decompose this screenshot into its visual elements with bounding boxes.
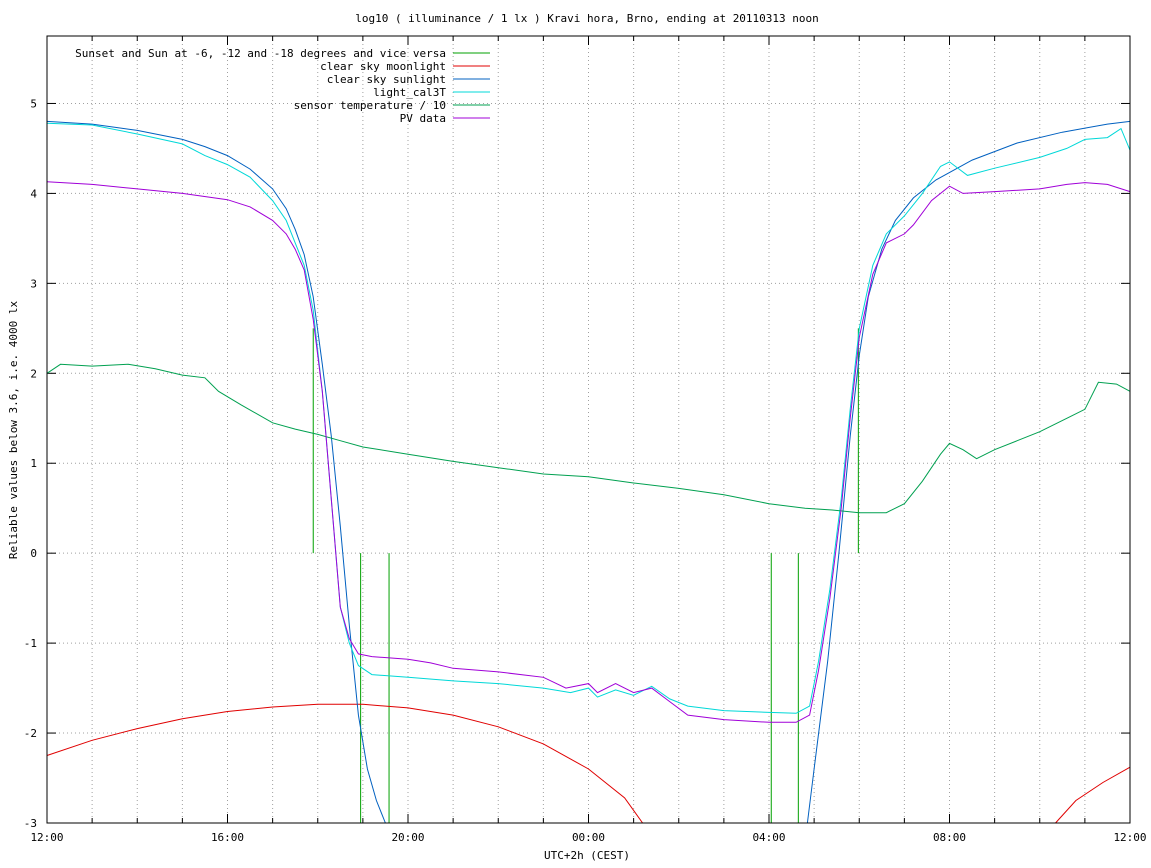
series-0 bbox=[312, 328, 859, 823]
y-axis-label: Reliable values below 3.6, i.e. 4000 lx bbox=[7, 300, 20, 559]
y-tick-label: 5 bbox=[30, 97, 37, 110]
x-tick-label: 00:00 bbox=[572, 831, 605, 844]
plot-frame bbox=[46, 35, 1131, 824]
series-line bbox=[806, 120, 1131, 824]
series-line bbox=[46, 120, 386, 824]
legend-label: PV data bbox=[400, 112, 446, 125]
legend-label: clear sky sunlight bbox=[327, 73, 446, 86]
legend-label: clear sky moonlight bbox=[320, 60, 446, 73]
tick-layer: -3 -2 -1 0 1 2 3 4 5 12:00 16:00 20:00 00:00 04:00 08:… bbox=[24, 36, 1147, 844]
x-tick-label: 08:00 bbox=[933, 831, 966, 844]
series-5 bbox=[46, 181, 1131, 723]
legend: Sunset and Sun at -6, -12 and -18 degree… bbox=[75, 47, 490, 125]
series-line bbox=[46, 122, 1131, 714]
x-tick-label: 12:00 bbox=[30, 831, 63, 844]
y-tick-label: -3 bbox=[24, 817, 37, 830]
chart-title: log10 ( illuminance / 1 lx ) Kravi hora,… bbox=[355, 12, 819, 25]
grid-layer bbox=[47, 36, 1130, 823]
x-tick-label: 12:00 bbox=[1113, 831, 1146, 844]
y-tick-label: -1 bbox=[24, 637, 37, 650]
y-tick-label: 0 bbox=[30, 547, 37, 560]
y-tick-label: 4 bbox=[30, 187, 37, 200]
series-line bbox=[1055, 766, 1131, 824]
y-tick-label: 3 bbox=[30, 277, 37, 290]
legend-label: light_cal3T bbox=[373, 86, 446, 99]
x-axis-label: UTC+2h (CEST) bbox=[544, 849, 630, 862]
y-tick-label: -2 bbox=[24, 727, 37, 740]
series-line bbox=[46, 703, 644, 824]
y-tick-label: 2 bbox=[30, 367, 37, 380]
legend-label: sensor temperature / 10 bbox=[294, 99, 446, 112]
series-line bbox=[46, 181, 1131, 723]
series-layer bbox=[46, 120, 1131, 824]
series-4 bbox=[46, 363, 1131, 514]
series-3 bbox=[46, 122, 1131, 714]
series-line bbox=[46, 363, 1131, 514]
x-tick-label: 16:00 bbox=[211, 831, 244, 844]
legend-label: Sunset and Sun at -6, -12 and -18 degree… bbox=[75, 47, 446, 60]
x-tick-label: 04:00 bbox=[752, 831, 785, 844]
x-tick-label: 20:00 bbox=[391, 831, 424, 844]
series-1 bbox=[46, 703, 1131, 824]
series-2 bbox=[46, 120, 1131, 824]
y-tick-label: 1 bbox=[30, 457, 37, 470]
